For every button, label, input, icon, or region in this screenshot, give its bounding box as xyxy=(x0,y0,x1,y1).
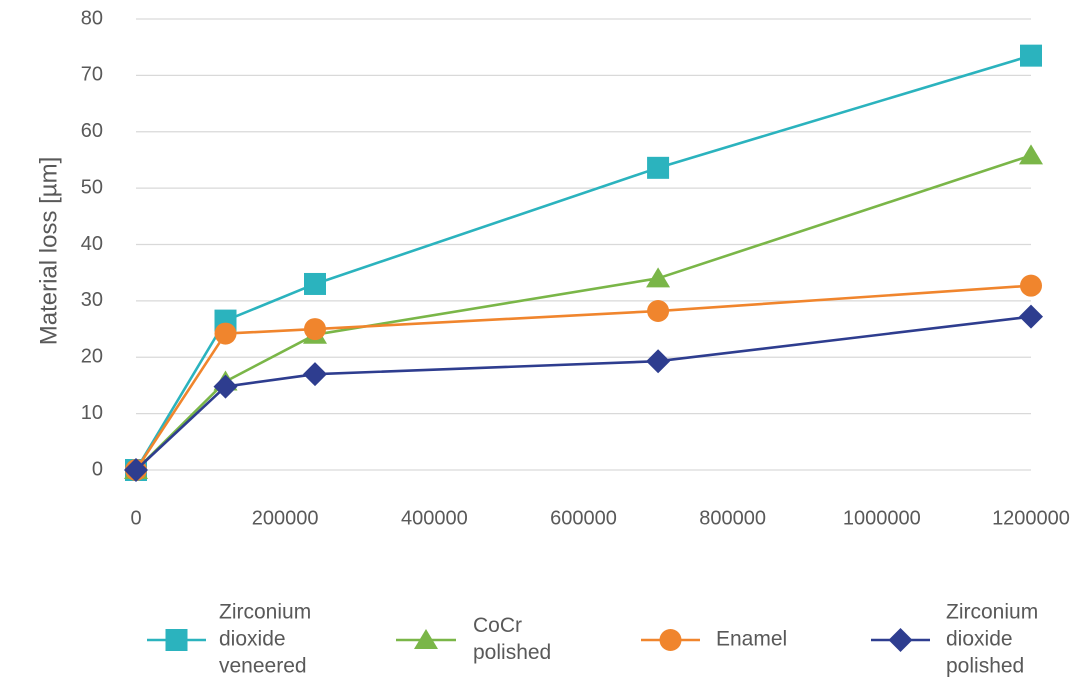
legend-item: Enamel xyxy=(641,628,787,651)
y-tick-label: 50 xyxy=(81,176,103,198)
series-diamond xyxy=(124,304,1043,482)
y-axis-ticks: 0 10 20 30 40 50 60 70 80 xyxy=(81,7,103,480)
series-line xyxy=(135,315,1032,471)
legend-label: dioxide xyxy=(219,628,286,651)
gridlines xyxy=(136,18,1031,471)
y-tick-label: 70 xyxy=(81,64,103,86)
data-point xyxy=(304,272,326,295)
series-line xyxy=(134,54,1032,471)
data-point xyxy=(1019,144,1043,165)
series-triangle xyxy=(124,144,1043,479)
legend-label: Enamel xyxy=(716,628,787,651)
legend-label: dioxide xyxy=(946,628,1013,651)
legend-label: Zirconium xyxy=(946,601,1038,624)
x-tick-label: 0 xyxy=(130,507,141,529)
legend-marker xyxy=(414,629,438,649)
series-square xyxy=(125,44,1042,481)
y-tick-label: 80 xyxy=(81,7,103,29)
y-axis-title: Material loss [µm] xyxy=(35,157,62,346)
data-point xyxy=(646,267,671,288)
y-tick-label: 10 xyxy=(81,402,103,424)
legend-label: CoCr xyxy=(473,614,522,637)
x-tick-label: 400000 xyxy=(401,507,468,529)
x-tick-label: 1200000 xyxy=(992,507,1070,529)
data-point xyxy=(647,156,670,179)
y-tick-label: 20 xyxy=(81,346,103,368)
y-tick-label: 30 xyxy=(81,289,103,311)
x-tick-label: 200000 xyxy=(252,507,319,529)
legend-label: Zirconium xyxy=(219,601,311,624)
legend-label: polished xyxy=(473,641,551,664)
data-point xyxy=(1020,274,1042,297)
y-tick-label: 40 xyxy=(81,233,103,255)
y-tick-label: 60 xyxy=(81,120,103,142)
legend-item: Zirconium dioxide veneered xyxy=(147,601,311,678)
x-axis-ticks: 0 200000 400000 600000 800000 1000000 1200000 xyxy=(130,507,1070,529)
data-point xyxy=(646,349,671,374)
legend-marker xyxy=(888,628,913,652)
legend-marker xyxy=(659,629,682,651)
x-tick-label: 800000 xyxy=(699,507,766,529)
legend-item: CoCr polished xyxy=(396,614,551,664)
legend-item: Zirconium dioxide polished xyxy=(871,601,1038,678)
y-tick-label: 0 xyxy=(92,458,103,480)
legend-label: polished xyxy=(946,655,1024,678)
data-point xyxy=(647,300,670,323)
legend-marker xyxy=(165,629,188,651)
series-line xyxy=(134,284,1032,471)
data-point xyxy=(214,322,237,345)
data-point xyxy=(303,362,327,387)
x-tick-label: 1000000 xyxy=(843,507,921,529)
data-point xyxy=(1020,44,1042,67)
series-lines xyxy=(124,44,1043,482)
data-point xyxy=(1019,304,1043,329)
data-point xyxy=(124,458,148,482)
data-point xyxy=(213,374,238,399)
legend: Zirconium dioxide veneered CoCr polished Enam… xyxy=(147,601,1038,678)
data-point xyxy=(304,318,326,341)
series-line xyxy=(135,154,1032,471)
legend-label: veneered xyxy=(219,655,307,678)
x-tick-label: 600000 xyxy=(550,507,617,529)
